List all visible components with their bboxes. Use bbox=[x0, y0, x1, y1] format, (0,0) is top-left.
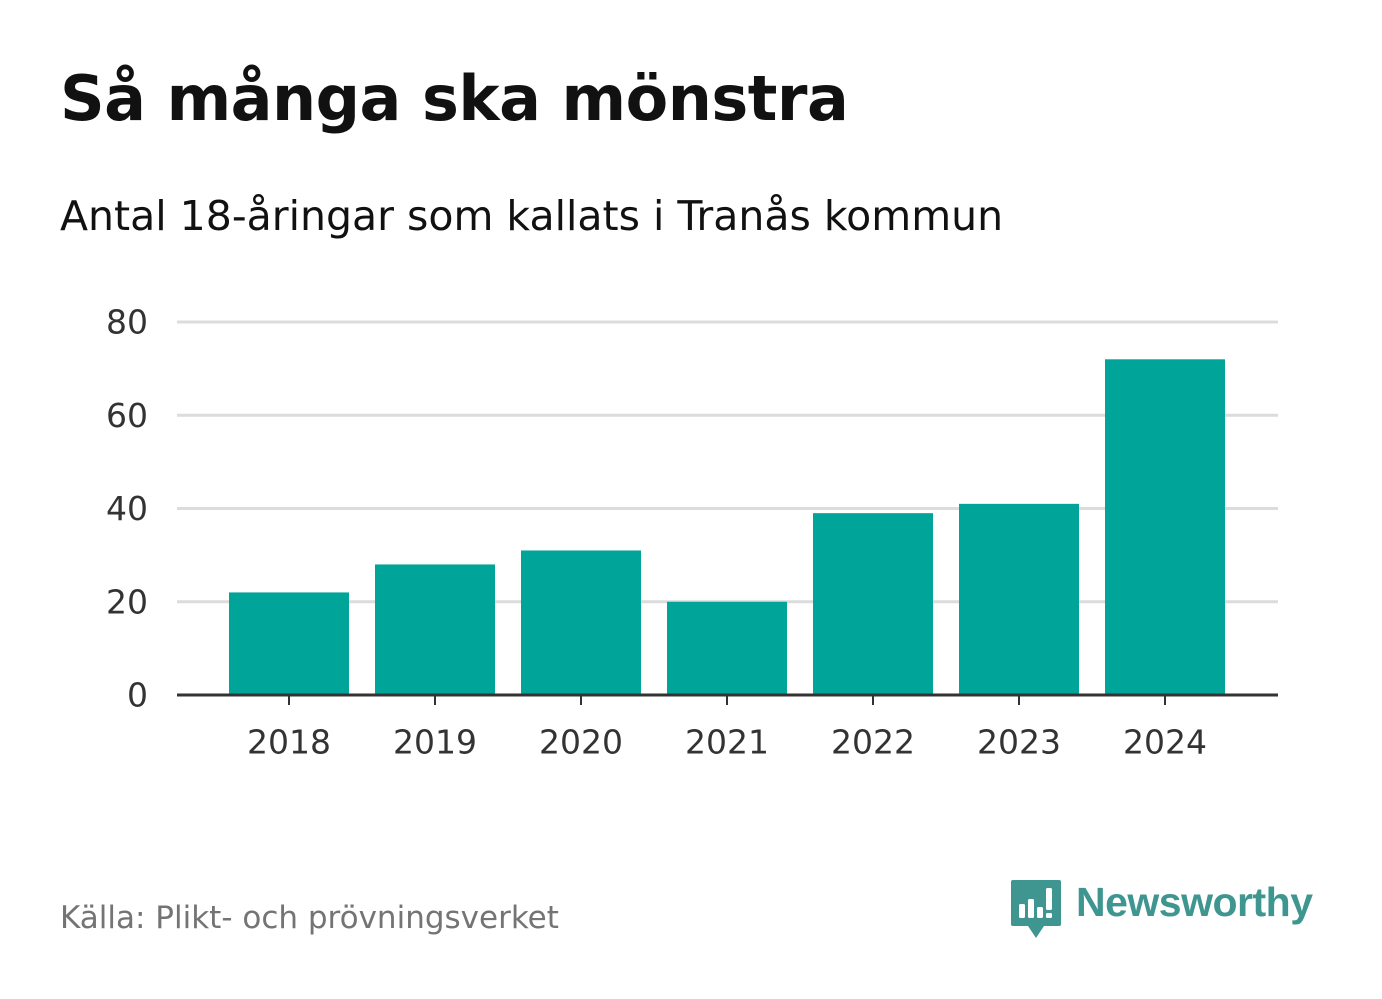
y-tick-label: 80 bbox=[106, 303, 148, 342]
bar-chart: 0 20 40 60 80 2018 2019 2020 2021 2022 2023 2024 bbox=[106, 303, 1278, 762]
y-tick-label: 60 bbox=[106, 396, 148, 435]
x-tick-label: 2024 bbox=[1123, 723, 1207, 762]
x-axis-labels: 2018 2019 2020 2021 2022 2023 2024 bbox=[247, 723, 1207, 762]
bar-2023 bbox=[959, 503, 1079, 695]
bar-2021 bbox=[667, 601, 787, 695]
y-axis-labels: 0 20 40 60 80 bbox=[106, 303, 148, 715]
brand-logo: Newsworthy bbox=[1010, 878, 1313, 942]
bar-2020 bbox=[521, 550, 641, 695]
bar-2022 bbox=[813, 513, 933, 695]
y-tick-label: 20 bbox=[106, 582, 148, 621]
x-tick-label: 2020 bbox=[539, 723, 623, 762]
bar-2024 bbox=[1105, 359, 1225, 695]
x-tick-label: 2019 bbox=[393, 723, 477, 762]
chart-subtitle: Antal 18-åringar som kallats i Tranås ko… bbox=[60, 192, 1004, 240]
source-note: Källa: Plikt- och prövningsverket bbox=[60, 900, 559, 936]
x-tick-label: 2021 bbox=[685, 723, 769, 762]
bar-2019 bbox=[375, 564, 495, 695]
x-tick-label: 2023 bbox=[977, 723, 1061, 762]
x-tick-label: 2018 bbox=[247, 723, 331, 762]
newsworthy-logo-icon bbox=[1011, 880, 1061, 938]
y-tick-label: 40 bbox=[106, 489, 148, 528]
brand-name: Newsworthy bbox=[1076, 879, 1313, 925]
chart-title: Så många ska mönstra bbox=[60, 62, 849, 135]
bars bbox=[229, 359, 1225, 695]
bar-2018 bbox=[229, 592, 349, 695]
x-tick-label: 2022 bbox=[831, 723, 915, 762]
y-tick-label: 0 bbox=[127, 676, 148, 715]
x-axis bbox=[177, 693, 1278, 705]
